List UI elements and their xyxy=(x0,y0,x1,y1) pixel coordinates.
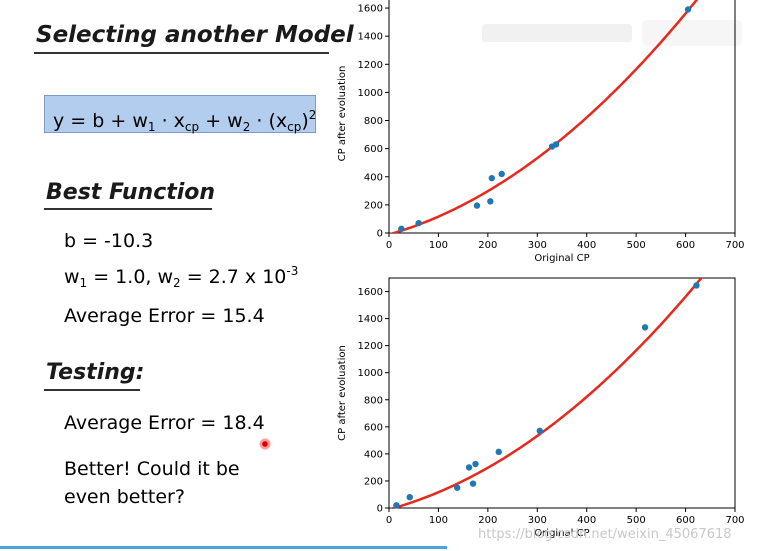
data-point xyxy=(536,427,543,435)
x-tick-label: 700 xyxy=(725,515,744,526)
x-tick-label: 0 xyxy=(386,240,392,251)
x-axis-label: Original CP xyxy=(534,253,589,264)
better-line-2: even better? xyxy=(64,486,185,508)
plot-frame xyxy=(388,0,736,234)
x-tick-label: 500 xyxy=(627,515,646,526)
fitted-curve xyxy=(389,0,699,233)
x-tick-label: 400 xyxy=(577,515,596,526)
data-point xyxy=(684,6,692,13)
heading-underline xyxy=(34,52,329,54)
y-tick-label: 1600 xyxy=(358,287,383,298)
plot-frame xyxy=(388,277,736,509)
data-point xyxy=(469,480,477,487)
data-point xyxy=(641,324,649,331)
y-tick-label: 400 xyxy=(364,172,383,183)
y-tick-label: 1000 xyxy=(358,368,383,379)
param-b: b = -10.3 xyxy=(64,230,154,252)
data-point xyxy=(398,225,405,232)
data-point xyxy=(488,174,496,182)
y-tick-label: 800 xyxy=(364,116,383,127)
x-tick-label: 0 xyxy=(386,515,392,526)
heading-testing: Testing: xyxy=(46,360,145,385)
x-tick-label: 700 xyxy=(725,240,744,251)
model-formula: y = b + w1 · xcp + w2 · (xcp)2 xyxy=(44,95,316,134)
y-axis-label: CP after evoluation xyxy=(337,345,348,441)
data-point xyxy=(693,282,700,289)
data-point xyxy=(454,484,461,491)
data-point xyxy=(472,460,479,468)
y-axis-label: CP after evoluation xyxy=(337,66,348,162)
x-tick-label: 300 xyxy=(528,515,547,526)
pointer-indicator xyxy=(259,438,271,450)
bottom-accent-line xyxy=(0,546,447,549)
x-tick-label: 100 xyxy=(429,240,448,251)
x-axis-label: Original CP xyxy=(534,528,589,539)
y-tick-label: 200 xyxy=(364,476,383,487)
x-tick-label: 200 xyxy=(478,515,497,526)
y-tick-label: 0 xyxy=(377,229,383,240)
y-tick-label: 800 xyxy=(364,395,383,406)
bilibili-logo-watermark xyxy=(482,20,742,46)
chart-test: 0 100 200 300 400 500 600 700 0 200 400 600 800 1000 1… xyxy=(337,277,745,539)
train-average-error: Average Error = 15.4 xyxy=(64,305,265,327)
x-tick-label: 200 xyxy=(478,240,497,251)
x-tick-label: 600 xyxy=(676,515,695,526)
data-point xyxy=(406,493,413,501)
x-tick-label: 400 xyxy=(577,240,596,251)
heading-underline xyxy=(44,208,212,210)
heading-underline xyxy=(44,389,140,391)
data-point xyxy=(415,219,422,227)
y-tick-label: 1000 xyxy=(358,88,383,99)
x-tick-label: 600 xyxy=(676,240,695,251)
x-tick-label: 500 xyxy=(627,240,646,251)
data-point xyxy=(393,502,400,509)
test-average-error: Average Error = 18.4 xyxy=(64,412,265,434)
data-point xyxy=(552,141,560,148)
data-point xyxy=(465,464,473,471)
chart-train: 0 100 200 300 400 500 600 700 0 200 400 600 800 1000 1… xyxy=(337,0,745,264)
y-tick-label: 400 xyxy=(364,449,383,460)
y-tick-label: 1400 xyxy=(358,314,383,325)
param-w: w1 = 1.0, w2 = 2.7 x 10-3 xyxy=(64,264,299,290)
y-tick-label: 1200 xyxy=(358,60,383,71)
heading-selecting-model: Selecting another Model xyxy=(36,22,354,48)
fitted-curve xyxy=(389,278,704,508)
data-point xyxy=(498,170,505,178)
y-tick-label: 200 xyxy=(364,200,383,211)
y-tick-label: 600 xyxy=(364,144,383,155)
url-watermark: https://blog.csdn.net/weixin_45067618 xyxy=(478,527,732,542)
x-tick-label: 100 xyxy=(429,515,448,526)
data-point xyxy=(487,198,494,205)
x-tick-label: 300 xyxy=(528,240,547,251)
y-tick-label: 1200 xyxy=(358,341,383,352)
y-tick-label: 600 xyxy=(364,422,383,433)
y-tick-label: 1600 xyxy=(358,4,383,15)
y-tick-label: 0 xyxy=(377,504,383,515)
data-point xyxy=(495,448,502,456)
data-point xyxy=(473,202,481,209)
y-tick-label: 1400 xyxy=(358,32,383,43)
better-line-1: Better! Could it be xyxy=(64,458,240,480)
heading-best-function: Best Function xyxy=(46,180,216,205)
